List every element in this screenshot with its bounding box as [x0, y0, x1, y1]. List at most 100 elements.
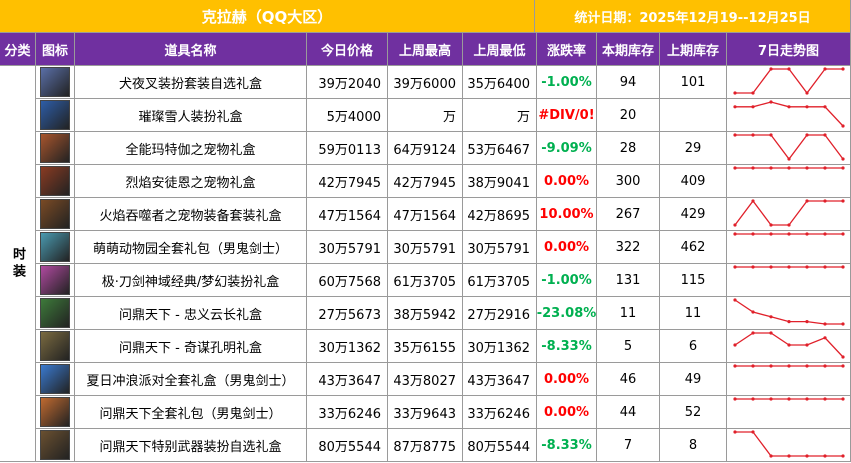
trend-point — [751, 396, 755, 401]
high: 35万6155 — [388, 330, 463, 363]
trend-point — [805, 231, 809, 236]
trend-point — [841, 165, 845, 170]
trend-point — [841, 396, 845, 401]
column-header: 图标 — [36, 33, 75, 66]
trend-point — [823, 453, 827, 458]
trend-point — [805, 132, 809, 137]
item-name: 问鼎天下全套礼包（男鬼剑士） — [75, 396, 307, 429]
sparkline — [733, 231, 845, 236]
sparkline-cell — [727, 132, 851, 165]
trend-point — [841, 198, 845, 203]
trend-point — [733, 90, 737, 95]
column-header: 道具名称 — [75, 33, 307, 66]
today: 59万0113 — [307, 132, 388, 165]
trend-point — [841, 156, 845, 161]
today: 39万2040 — [307, 66, 388, 99]
low: 42万8695 — [463, 198, 537, 231]
trend-point — [841, 453, 845, 458]
trend-point — [769, 165, 773, 170]
sparkline — [733, 264, 845, 269]
trend-point — [805, 319, 809, 323]
trend-point — [841, 354, 845, 359]
sparkline — [733, 132, 845, 161]
today: 43万3647 — [307, 363, 388, 396]
trend-point — [733, 231, 737, 236]
stock: 44 — [597, 396, 660, 429]
low: 80万5544 — [463, 429, 537, 462]
trend-point — [787, 363, 791, 368]
icon-cell — [36, 231, 75, 264]
column-header: 分类 — [0, 33, 36, 66]
trend-point — [769, 222, 773, 227]
trend-point — [841, 363, 845, 368]
item-name: 璀璨雪人装扮礼盒 — [75, 99, 307, 132]
trend-point — [751, 363, 755, 368]
trend-point — [787, 342, 791, 347]
stock: 267 — [597, 198, 660, 231]
trend-point — [733, 165, 737, 170]
change: -1.00% — [537, 66, 597, 99]
icon-cell — [36, 363, 75, 396]
trend-point — [805, 363, 809, 368]
trend-point — [733, 297, 737, 302]
item-name: 问鼎天下 - 忠义云长礼盒 — [75, 297, 307, 330]
prev-stock: 11 — [660, 297, 727, 330]
prev-stock: 6 — [660, 330, 727, 363]
sparkline-cell — [727, 264, 851, 297]
high: 47万1564 — [388, 198, 463, 231]
trend-point — [823, 165, 827, 170]
low: 33万6246 — [463, 396, 537, 429]
icon-cell — [36, 297, 75, 330]
trend-point — [823, 396, 827, 401]
sparkline — [733, 396, 845, 401]
high: 万 — [388, 99, 463, 132]
title: 克拉赫（QQ大区） — [0, 0, 535, 33]
sparkline — [733, 99, 845, 128]
sparkline-cell — [727, 198, 851, 231]
trend-point — [841, 264, 845, 269]
low: 30万1362 — [463, 330, 537, 363]
change: 0.00% — [537, 165, 597, 198]
high: 30万5791 — [388, 231, 463, 264]
stock: 46 — [597, 363, 660, 396]
low: 43万3647 — [463, 363, 537, 396]
trend-point — [733, 429, 737, 434]
icon — [40, 298, 70, 328]
icon-cell — [36, 66, 75, 99]
high: 61万3705 — [388, 264, 463, 297]
column-header: 上周最高 — [388, 33, 463, 66]
trend-point — [733, 132, 737, 137]
trend-point — [769, 453, 773, 458]
prev-stock — [660, 99, 727, 132]
item-name: 烈焰安徒恩之宠物礼盒 — [75, 165, 307, 198]
prev-stock: 52 — [660, 396, 727, 429]
icon-cell — [36, 165, 75, 198]
item-name: 问鼎天下 - 奇谋孔明礼盒 — [75, 330, 307, 363]
trend-point — [787, 396, 791, 401]
today: 33万6246 — [307, 396, 388, 429]
stock: 300 — [597, 165, 660, 198]
column-header: 本期库存 — [597, 33, 660, 66]
sparkline-cell — [727, 99, 851, 132]
icon — [40, 364, 70, 394]
trend-point — [787, 165, 791, 170]
trend-point — [769, 264, 773, 269]
trend-point — [805, 342, 809, 347]
icon-cell — [36, 198, 75, 231]
low: 38万9041 — [463, 165, 537, 198]
high: 64万9124 — [388, 132, 463, 165]
sparkline-cell — [727, 363, 851, 396]
trend-point — [823, 132, 827, 137]
trend-point — [787, 319, 791, 323]
sparkline — [733, 330, 845, 359]
sparkline — [733, 198, 845, 227]
icon — [40, 133, 70, 163]
trend-point — [787, 264, 791, 269]
trend-point — [733, 396, 737, 401]
trend-point — [769, 363, 773, 368]
trend-point — [805, 165, 809, 170]
change: 0.00% — [537, 396, 597, 429]
icon — [40, 67, 70, 97]
trend-point — [769, 330, 773, 335]
trend-point — [751, 132, 755, 137]
